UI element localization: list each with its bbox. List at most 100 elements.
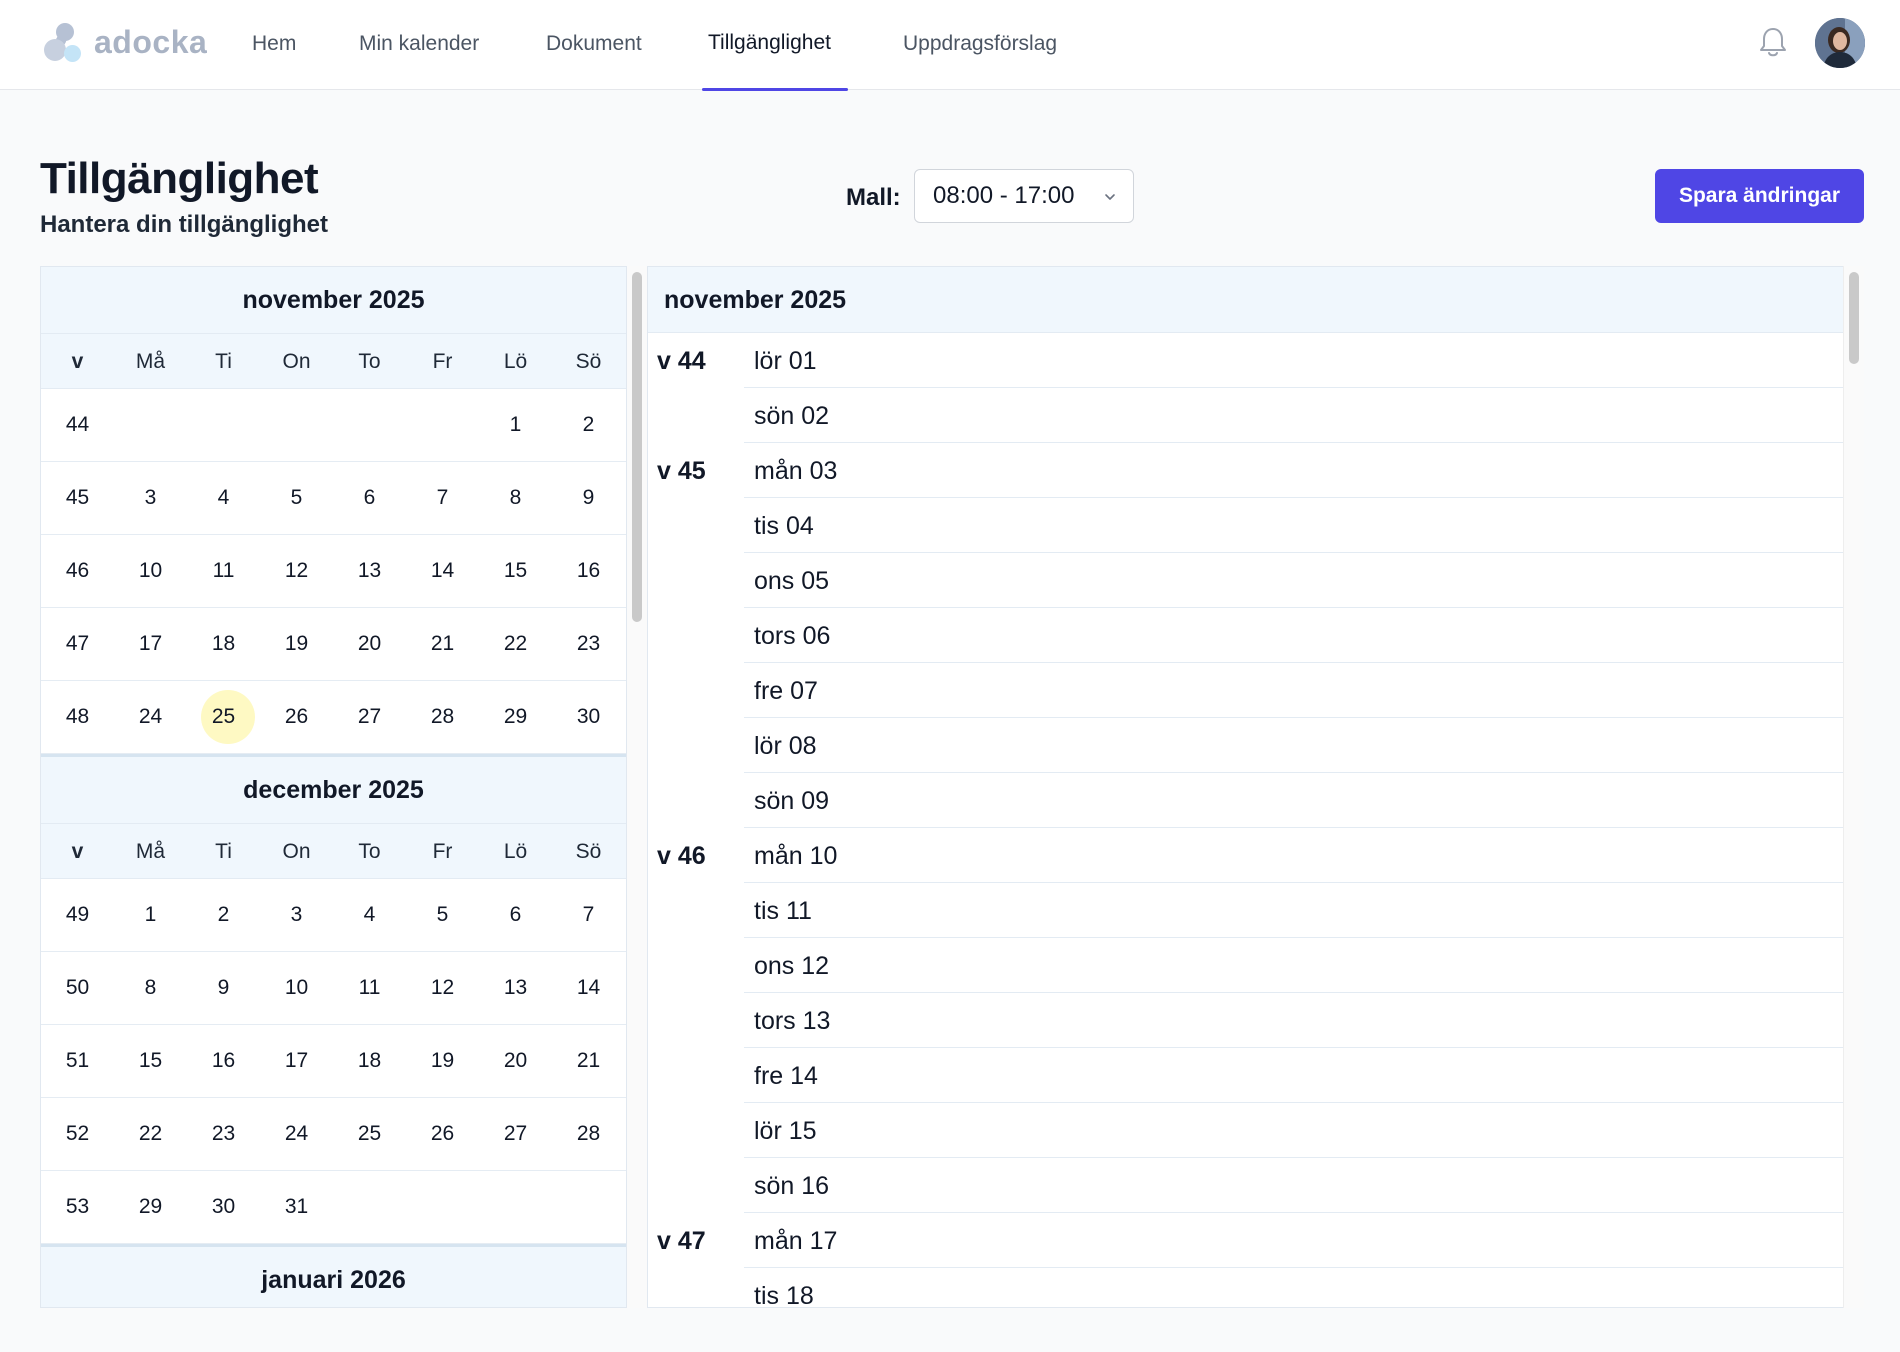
calendar-day[interactable]: 10 bbox=[138, 559, 163, 582]
calendar-day[interactable]: 7 bbox=[582, 903, 595, 926]
nav-item-tillganglighet[interactable]: Tillgänglighet bbox=[708, 31, 831, 54]
nav-item-min-kalender[interactable]: Min kalender bbox=[359, 32, 480, 55]
day-list-row[interactable]: v 46 mån 10 bbox=[648, 828, 1862, 883]
calendar-day[interactable]: 5 bbox=[436, 903, 449, 926]
day-list-row[interactable]: fre 07 bbox=[648, 663, 1862, 718]
calendar-day-today[interactable]: 25 bbox=[187, 681, 260, 753]
calendar-day[interactable]: 29 bbox=[138, 1195, 163, 1218]
day-label: sön 16 bbox=[754, 1172, 830, 1200]
calendar-day[interactable]: 30 bbox=[576, 705, 601, 728]
calendar-day[interactable]: 1 bbox=[509, 413, 522, 436]
calendar-day[interactable]: 1 bbox=[144, 903, 157, 926]
calendar-day[interactable]: 19 bbox=[430, 1049, 455, 1072]
row-divider bbox=[744, 1212, 1862, 1213]
calendar-day[interactable]: 22 bbox=[138, 1122, 163, 1145]
save-button[interactable]: Spara ändringar bbox=[1655, 169, 1864, 223]
calendar-day[interactable]: 18 bbox=[357, 1049, 382, 1072]
calendar-day[interactable]: 3 bbox=[144, 486, 157, 509]
calendar-day[interactable]: 21 bbox=[430, 632, 455, 655]
calendar-day[interactable]: 8 bbox=[144, 976, 157, 999]
calendar-day[interactable]: 17 bbox=[138, 632, 163, 655]
day-label: tis 04 bbox=[754, 512, 814, 540]
day-list-row[interactable]: fre 14 bbox=[648, 1048, 1862, 1103]
calendar-day[interactable]: 18 bbox=[211, 632, 236, 655]
calendar-day[interactable]: 4 bbox=[363, 903, 376, 926]
day-list-row[interactable]: tis 18 bbox=[648, 1268, 1862, 1307]
day-list-row[interactable]: tis 04 bbox=[648, 498, 1862, 553]
calendar-day[interactable]: 29 bbox=[503, 705, 528, 728]
day-list-row[interactable]: tis 11 bbox=[648, 883, 1862, 938]
calendar-day[interactable]: 22 bbox=[503, 632, 528, 655]
nav-item-dokument[interactable]: Dokument bbox=[546, 32, 642, 55]
avatar[interactable] bbox=[1815, 18, 1865, 68]
calendar-day[interactable]: 7 bbox=[436, 486, 449, 509]
calendar-day[interactable]: 28 bbox=[430, 705, 455, 728]
calendar-day[interactable]: 24 bbox=[138, 705, 163, 728]
calendar-day[interactable]: 17 bbox=[284, 1049, 309, 1072]
weekday-header: Sö bbox=[575, 350, 602, 373]
day-list-row[interactable]: sön 09 bbox=[648, 773, 1862, 828]
day-list-row[interactable]: lör 08 bbox=[648, 718, 1862, 773]
nav-item-hem[interactable]: Hem bbox=[252, 32, 297, 55]
nav-item-uppdragsforslag[interactable]: Uppdragsförslag bbox=[903, 32, 1058, 55]
calendar-day[interactable]: 30 bbox=[211, 1195, 236, 1218]
day-list-scrollbar[interactable] bbox=[1849, 272, 1859, 364]
page-title: Tillgänglighet bbox=[40, 154, 319, 203]
logo[interactable]: adocka bbox=[42, 20, 207, 64]
day-list-row[interactable]: tors 06 bbox=[648, 608, 1862, 663]
calendar-day[interactable]: 10 bbox=[284, 976, 309, 999]
calendar-day[interactable]: 2 bbox=[217, 903, 230, 926]
calendar-day[interactable]: 24 bbox=[284, 1122, 309, 1145]
calendar-day[interactable]: 25 bbox=[357, 1122, 382, 1145]
calendar-day[interactable]: 15 bbox=[138, 1049, 163, 1072]
template-select[interactable]: 08:00 - 17:00 bbox=[914, 169, 1134, 223]
calendar-day[interactable]: 14 bbox=[576, 976, 601, 999]
weekday-header: To bbox=[358, 840, 381, 863]
day-list-row[interactable]: sön 16 bbox=[648, 1158, 1862, 1213]
day-list-scrollbar-track[interactable] bbox=[1843, 266, 1864, 1308]
day-list-row[interactable]: ons 05 bbox=[648, 553, 1862, 608]
calendar-day[interactable]: 16 bbox=[211, 1049, 236, 1072]
calendar-day[interactable]: 16 bbox=[576, 559, 601, 582]
day-list-row[interactable]: sön 02 bbox=[648, 388, 1862, 443]
calendar-day[interactable]: 3 bbox=[290, 903, 303, 926]
calendar-day[interactable]: 11 bbox=[358, 976, 381, 999]
calendar-day[interactable]: 2 bbox=[582, 413, 595, 436]
calendar-day[interactable]: 13 bbox=[503, 976, 528, 999]
calendar-day[interactable]: 14 bbox=[430, 559, 455, 582]
day-list-row[interactable]: ons 12 bbox=[648, 938, 1862, 993]
calendar-day[interactable]: 20 bbox=[357, 632, 382, 655]
mini-calendar-scrollbar[interactable] bbox=[632, 272, 642, 622]
day-list-row[interactable]: lör 15 bbox=[648, 1103, 1862, 1158]
calendar-day[interactable]: 6 bbox=[509, 903, 522, 926]
calendar-day[interactable]: 11 bbox=[212, 559, 235, 582]
calendar-day[interactable]: 6 bbox=[363, 486, 376, 509]
calendar-day[interactable]: 26 bbox=[284, 705, 309, 728]
calendar-day[interactable]: 27 bbox=[503, 1122, 528, 1145]
calendar-day[interactable]: 12 bbox=[284, 559, 309, 582]
calendar-day[interactable]: 15 bbox=[503, 559, 528, 582]
calendar-day[interactable]: 12 bbox=[430, 976, 455, 999]
calendar-day[interactable]: 9 bbox=[217, 976, 230, 999]
calendar-day[interactable]: 20 bbox=[503, 1049, 528, 1072]
day-list-row[interactable]: v 44 lör 01 bbox=[648, 333, 1862, 388]
calendar-day[interactable]: 13 bbox=[357, 559, 382, 582]
calendar-day[interactable]: 19 bbox=[284, 632, 309, 655]
calendar-day[interactable]: 5 bbox=[290, 486, 303, 509]
weekday-header: Må bbox=[135, 840, 166, 863]
day-list-row[interactable]: tors 13 bbox=[648, 993, 1862, 1048]
weekday-header-row: v Må Ti On To Fr Lö Sö bbox=[41, 824, 626, 879]
calendar-day[interactable]: 8 bbox=[509, 486, 522, 509]
calendar-day[interactable]: 27 bbox=[357, 705, 382, 728]
calendar-day[interactable]: 23 bbox=[576, 632, 601, 655]
calendar-day[interactable]: 4 bbox=[217, 486, 230, 509]
calendar-day[interactable]: 26 bbox=[430, 1122, 455, 1145]
day-list-row[interactable]: v 45 mån 03 bbox=[648, 443, 1862, 498]
bell-icon[interactable] bbox=[1758, 26, 1788, 58]
calendar-day[interactable]: 23 bbox=[211, 1122, 236, 1145]
calendar-day[interactable]: 21 bbox=[576, 1049, 601, 1072]
calendar-day[interactable]: 9 bbox=[582, 486, 595, 509]
day-list-row[interactable]: v 47 mån 17 bbox=[648, 1213, 1862, 1268]
calendar-day[interactable]: 31 bbox=[284, 1195, 309, 1218]
calendar-day[interactable]: 28 bbox=[576, 1122, 601, 1145]
